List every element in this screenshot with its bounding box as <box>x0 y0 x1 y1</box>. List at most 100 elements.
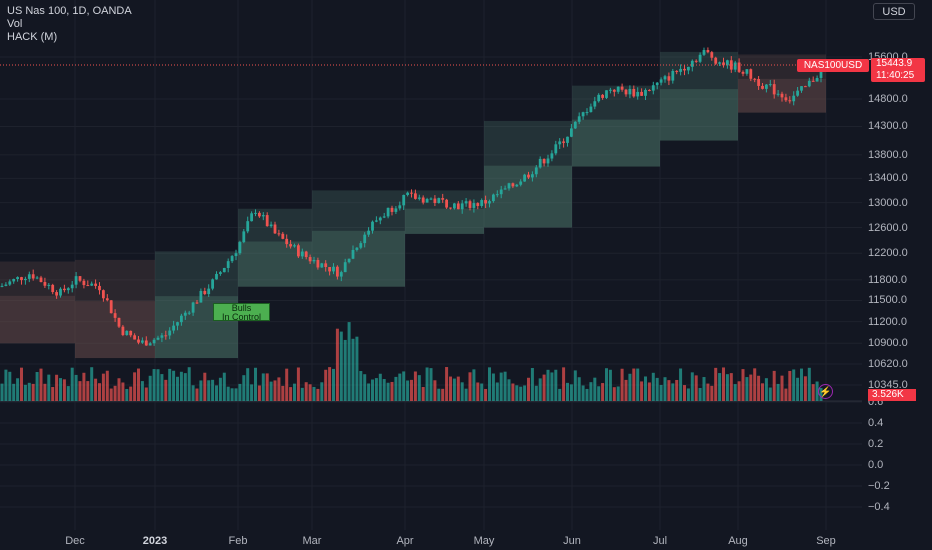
volume-bar <box>148 375 152 401</box>
volume-bar <box>437 388 441 401</box>
candle-body <box>628 88 632 95</box>
volume-bar <box>257 385 261 401</box>
volume-bar <box>815 381 819 401</box>
candle-body <box>66 288 70 291</box>
volume-bar <box>273 380 277 401</box>
candle-body <box>768 84 772 86</box>
volume-bar <box>137 368 140 401</box>
volume-bar <box>234 388 238 401</box>
candle-body <box>710 52 714 58</box>
volume-bar <box>702 377 706 401</box>
candle-body <box>289 244 292 247</box>
volume-bar <box>476 382 480 401</box>
candle-body <box>176 322 179 326</box>
zone-inner-nov <box>0 295 75 344</box>
time-tick-label: Jun <box>563 535 581 547</box>
volume-bar <box>472 369 476 401</box>
volume-bar <box>644 376 647 401</box>
legend-symbol[interactable]: US Nas 100, 1D, OANDA <box>7 5 132 17</box>
candle-body <box>31 274 35 279</box>
candle-body <box>811 80 815 82</box>
candle-body <box>726 60 729 66</box>
candle-body <box>632 88 636 97</box>
candle-body <box>265 215 269 227</box>
legend-indicator[interactable]: HACK (M) <box>7 31 58 43</box>
volume-bar <box>98 383 101 401</box>
volume-bar <box>328 367 332 401</box>
volume-bar <box>519 386 523 401</box>
volume-bar <box>718 373 722 401</box>
volume-bar <box>601 383 605 401</box>
candle-body <box>531 174 534 178</box>
candle-body <box>503 188 507 190</box>
candle-body <box>363 234 367 244</box>
volume-bar <box>43 383 47 401</box>
candle-body <box>698 54 702 62</box>
candle-body <box>519 181 523 185</box>
volume-bar <box>164 379 168 401</box>
volume-bar <box>398 373 402 401</box>
volume-bar <box>761 383 764 401</box>
volume-bar <box>261 373 265 401</box>
candle-body <box>187 312 191 314</box>
volume-bar <box>183 373 187 401</box>
volume-bar <box>211 379 215 401</box>
candle-body <box>102 290 105 299</box>
bar-countdown: 11:40:25 <box>876 70 915 81</box>
candle-body <box>819 68 823 78</box>
time-tick-label: Sep <box>816 535 836 547</box>
legend-volume[interactable]: Vol <box>7 18 23 30</box>
zone-inner-mar <box>312 230 405 287</box>
currency-button[interactable]: USD <box>873 3 915 20</box>
volume-bar <box>698 387 702 401</box>
volume-bar <box>144 387 148 401</box>
candle-body <box>63 288 66 291</box>
volume-bar <box>694 375 698 401</box>
time-tick-label: May <box>473 535 495 547</box>
volume-bar <box>39 368 43 401</box>
volume-bar <box>449 376 452 401</box>
volume-bar <box>70 367 74 401</box>
volume-bar <box>792 369 796 401</box>
volume-bar <box>0 383 4 401</box>
oscillator-tick-label: −0.4 <box>868 501 890 513</box>
volume-bar <box>484 388 488 401</box>
candle-body <box>168 330 172 336</box>
volume-bar <box>577 377 581 401</box>
candle-body <box>741 71 745 74</box>
candle-body <box>706 50 710 53</box>
volume-bar <box>640 381 644 401</box>
volume-bar <box>250 384 254 401</box>
volume-bar <box>542 374 546 401</box>
volume-bar <box>16 378 20 401</box>
volume-bar <box>803 376 807 401</box>
oscillator-tick-label: 0.4 <box>868 417 884 429</box>
candle-body <box>105 298 109 301</box>
volume-bar <box>534 385 538 401</box>
candle-body <box>281 233 285 239</box>
candle-body <box>593 101 597 107</box>
candle-body <box>308 257 312 262</box>
candle-body <box>464 201 468 204</box>
volume-bar <box>722 367 725 401</box>
lightning-icon[interactable]: ⚡ <box>818 384 833 399</box>
candle-body <box>226 261 230 268</box>
candle-body <box>359 243 363 248</box>
candle-body <box>238 242 242 254</box>
candle-body <box>667 76 671 81</box>
volume-bar <box>4 369 8 401</box>
volume-bar <box>527 377 530 401</box>
volume-bar <box>515 385 519 401</box>
candle-body <box>495 194 499 196</box>
volume-bar <box>339 331 343 401</box>
volume-bar <box>55 374 59 401</box>
candle-body <box>589 106 593 113</box>
candle-body <box>215 273 218 280</box>
volume-bar <box>488 367 491 401</box>
candle-body <box>258 212 261 217</box>
price-tick-label: 12600.0 <box>868 221 908 234</box>
candle-body <box>293 245 296 247</box>
candle-body <box>421 197 425 203</box>
candle-body <box>792 95 796 102</box>
